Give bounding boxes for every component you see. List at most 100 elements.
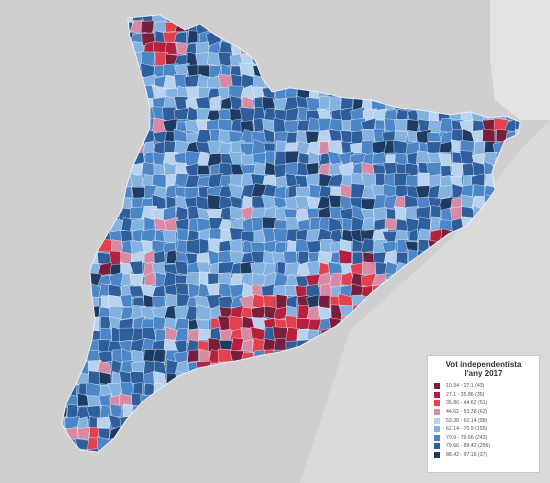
municipality-shape	[285, 295, 298, 310]
legend-swatch	[434, 434, 440, 441]
municipality-shape	[340, 97, 354, 110]
municipality-shape	[187, 30, 199, 44]
legend-swatch	[434, 400, 440, 407]
municipality-shape	[185, 271, 200, 286]
municipality-shape	[96, 416, 112, 429]
municipality-shape	[174, 318, 190, 331]
municipality-shape	[317, 162, 332, 176]
municipality-shape	[186, 349, 199, 363]
municipality-shape	[295, 186, 312, 198]
legend-item-label: 79.66 - 88.42 (256)	[446, 443, 491, 450]
municipality-shape	[451, 162, 465, 179]
legend-swatch	[434, 443, 440, 450]
municipality-shape	[121, 216, 133, 233]
municipality-shape	[163, 230, 177, 245]
legend-item: 44.62 - 53.38 (62)	[434, 408, 533, 417]
municipality-shape	[99, 327, 113, 342]
municipality-shape	[438, 153, 452, 167]
municipality-shape	[164, 41, 178, 55]
legend-item-label: 10.34 - 27.1 (43)	[446, 383, 485, 390]
legend-item-label: 27.1 - 35.86 (35)	[446, 391, 485, 398]
legend-item: 35.86 - 44.62 (51)	[434, 399, 533, 408]
municipality-shape	[120, 262, 134, 275]
municipality-shape	[174, 107, 190, 120]
municipality-shape	[440, 165, 452, 177]
municipality-shape	[174, 260, 189, 276]
municipality-shape	[283, 120, 300, 135]
municipality-shape	[439, 118, 453, 134]
municipality-shape	[153, 250, 166, 266]
legend-items: 10.34 - 27.1 (43) 27.1 - 35.86 (35) 35.8…	[434, 382, 533, 459]
municipality-shape	[394, 118, 409, 132]
legend-item: 62.14 - 70.9 (155)	[434, 425, 533, 434]
municipality-shape	[283, 250, 298, 265]
municipality-shape	[360, 140, 374, 156]
map-legend: Vot independentista l'any 2017 10.34 - 2…	[427, 355, 540, 473]
municipality-shape	[338, 249, 353, 265]
legend-swatch	[434, 426, 440, 433]
municipality-shape	[109, 403, 122, 418]
municipality-shape	[427, 132, 442, 142]
municipality-shape	[230, 337, 244, 353]
legend-item-label: 88.42 - 97.18 (37)	[446, 452, 488, 459]
municipality-shape	[229, 227, 245, 243]
municipality-shape	[251, 272, 267, 285]
municipality-shape	[284, 285, 297, 297]
municipality-shape	[318, 96, 331, 111]
municipality-shape	[140, 20, 155, 34]
municipality-shape	[439, 140, 455, 153]
municipality-shape	[118, 327, 135, 343]
municipality-shape	[285, 107, 300, 122]
legend-item: 79.66 - 88.42 (256)	[434, 442, 533, 451]
municipality-shape	[339, 207, 355, 221]
legend-item: 10.34 - 27.1 (43)	[434, 382, 533, 391]
legend-item-label: 53.38 - 62.14 (98)	[446, 417, 488, 424]
municipality-shape	[297, 305, 310, 320]
legend-item: 88.42 - 97.18 (37)	[434, 451, 533, 460]
municipality-shape	[219, 206, 234, 220]
municipality-shape	[177, 228, 189, 241]
legend-item-label: 62.14 - 70.9 (155)	[446, 426, 488, 433]
municipality-shape	[218, 261, 234, 274]
municipality-shape	[209, 95, 221, 112]
france-coast-area	[490, 0, 550, 120]
legend-swatch	[434, 452, 440, 459]
municipality-shape	[99, 371, 112, 386]
legend-title-line2: l'any 2017	[464, 369, 503, 378]
municipality-shape	[77, 426, 91, 440]
legend-item: 53.38 - 62.14 (98)	[434, 416, 533, 425]
legend-swatch	[434, 417, 440, 424]
municipality-shape	[251, 305, 268, 321]
municipality-shape	[328, 128, 342, 143]
municipality-shape	[120, 230, 133, 243]
municipality-shape	[184, 175, 200, 189]
municipality-shape	[163, 140, 177, 154]
municipality-shape	[460, 184, 474, 197]
legend-item: 70.9 - 79.66 (243)	[434, 434, 533, 443]
municipality-shape	[197, 165, 210, 175]
legend-item-label: 44.62 - 53.38 (62)	[446, 409, 488, 416]
municipality-shape	[253, 229, 267, 244]
municipality-shape	[153, 370, 167, 385]
municipality-shape	[329, 206, 343, 219]
municipality-shape	[340, 263, 352, 274]
municipality-shape	[140, 51, 156, 67]
municipality-shape	[108, 284, 122, 297]
municipality-shape	[239, 62, 257, 77]
municipality-shape	[394, 130, 409, 144]
catalonia-border	[61, 14, 521, 453]
municipality-shape	[473, 140, 486, 155]
legend-title-line1: Vot independentista	[445, 360, 522, 369]
municipality-shape	[384, 218, 398, 230]
legend-item-label: 35.86 - 44.62 (51)	[446, 400, 488, 407]
municipality-shape	[284, 195, 300, 210]
municipality-shape	[427, 119, 443, 134]
legend-swatch	[434, 383, 440, 390]
municipality-shape	[120, 240, 133, 255]
municipality-shape	[239, 107, 256, 123]
legend-swatch	[434, 409, 440, 416]
municipality-shape	[417, 172, 430, 188]
legend-item-label: 70.9 - 79.66 (243)	[446, 434, 488, 441]
municipality-shape	[275, 175, 289, 190]
